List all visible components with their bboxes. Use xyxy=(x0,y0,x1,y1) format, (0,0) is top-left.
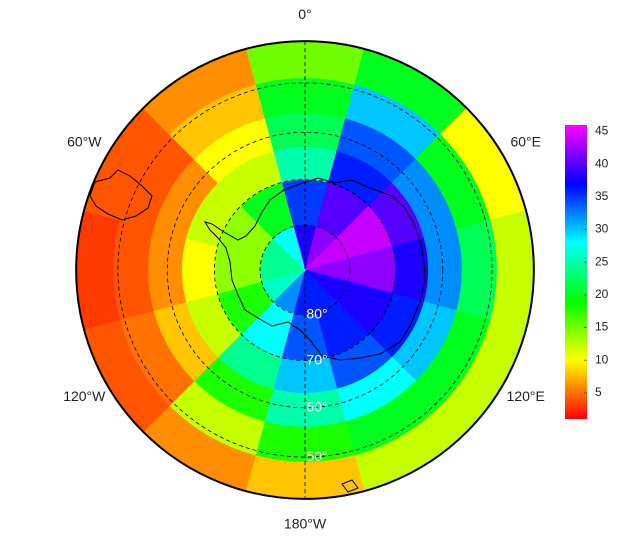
field-cell xyxy=(456,219,498,321)
colorbar-tick-label: 5 xyxy=(595,385,602,399)
colorbar-tick-label: 25 xyxy=(595,254,609,268)
longitude-label: 180°W xyxy=(284,516,327,532)
latitude-label: 50° xyxy=(306,448,327,464)
antarctica-coast xyxy=(203,177,426,361)
longitude-label: 120°E xyxy=(507,388,545,404)
colorbar-tick-label: 45 xyxy=(595,124,609,138)
graticule xyxy=(75,40,535,500)
labels: 80° 70° 60° 50° 0° 60°E 120°E 180°W 120°W 60°W xyxy=(63,6,545,532)
field-cell xyxy=(423,228,463,312)
colorbar-tick-label: 35 xyxy=(595,189,609,203)
south-america-coast xyxy=(89,169,153,221)
colorbar-scale xyxy=(565,125,587,419)
colorbar-tick-label: 30 xyxy=(595,222,609,236)
latitude-label: 70° xyxy=(306,351,327,367)
latitude-circle xyxy=(166,131,444,409)
colorbar-tick-label: 15 xyxy=(595,320,609,334)
field-cell xyxy=(112,219,154,321)
island-coast xyxy=(341,479,359,493)
latitude-label: 60° xyxy=(306,398,327,414)
colorbar: 5 10 15 20 25 30 35 40 45 xyxy=(565,124,609,419)
latitude-circle xyxy=(213,178,397,362)
latitude-label: 80° xyxy=(306,306,327,322)
colorbar-tick-label: 40 xyxy=(595,156,609,170)
field-cell xyxy=(147,228,187,312)
field-cell xyxy=(490,210,534,330)
map-border xyxy=(75,40,535,500)
latitude-circle xyxy=(259,224,351,316)
field-cell xyxy=(392,237,429,303)
longitude-label: 60°E xyxy=(510,133,541,149)
field-cell xyxy=(76,210,120,330)
colorbar-tick-label: 20 xyxy=(595,287,609,301)
longitude-label: 0° xyxy=(298,6,311,22)
field-cell xyxy=(181,237,218,303)
colorbar-tick-label: 10 xyxy=(595,352,609,366)
field xyxy=(76,41,534,499)
latitude-circle xyxy=(117,82,493,458)
longitude-label: 120°W xyxy=(63,388,106,404)
longitude-label: 60°W xyxy=(67,133,102,149)
coastline xyxy=(89,169,426,493)
